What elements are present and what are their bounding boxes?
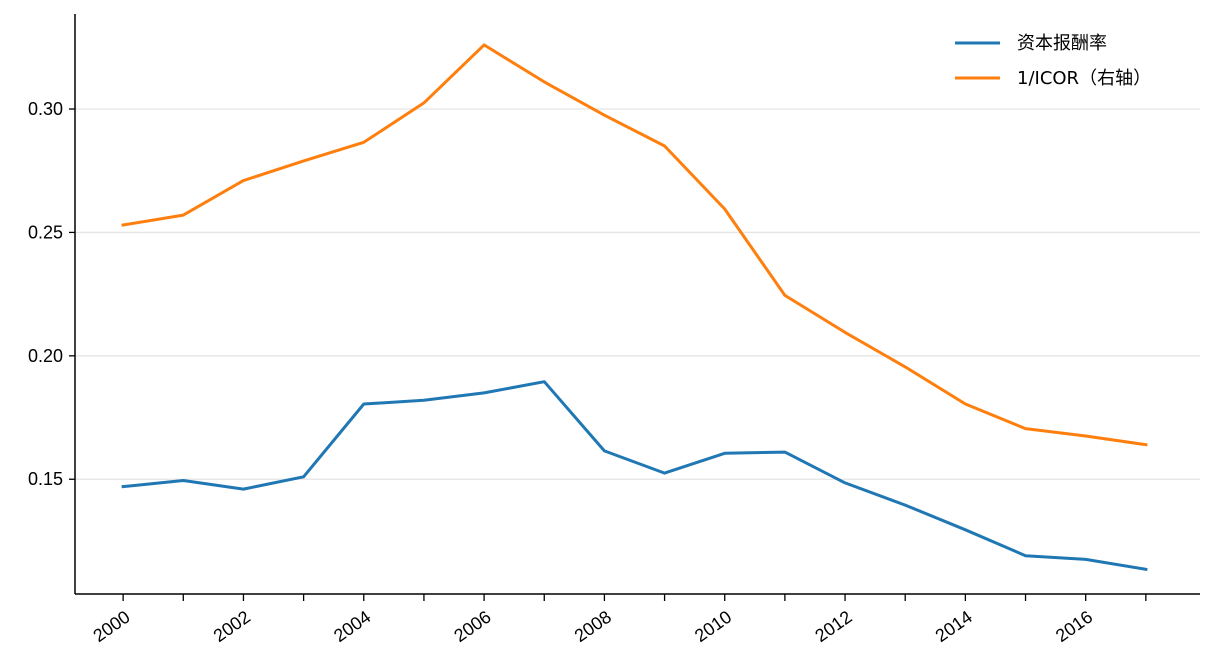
y-tick-label: 0.20 (28, 346, 63, 366)
x-tick-label: 2016 (1052, 607, 1096, 646)
legend-label-1: 资本报酬率 (1017, 33, 1107, 54)
x-tick-label: 2010 (691, 607, 735, 646)
series-line-2 (121, 43, 1148, 447)
y-tick-label: 0.30 (28, 99, 63, 119)
grid-lines (75, 108, 1200, 480)
y-tick-label: 0.25 (28, 222, 63, 242)
series-line-1 (121, 380, 1148, 572)
x-tick-label: 2004 (330, 607, 374, 646)
legend-label-2: 1/ICOR（右轴） (1017, 68, 1151, 89)
x-tick-label: 2000 (89, 607, 133, 646)
legend: 资本报酬率 1/ICOR（右轴） (955, 33, 1151, 89)
y-tick-label: 0.15 (28, 469, 63, 489)
x-tick-label: 2008 (571, 607, 615, 646)
x-tick-label: 2006 (450, 607, 494, 646)
series-lines (121, 43, 1148, 572)
x-tick-label: 2014 (932, 607, 976, 646)
x-tick-label: 2002 (210, 607, 254, 646)
x-tick-label: 2012 (811, 607, 855, 646)
